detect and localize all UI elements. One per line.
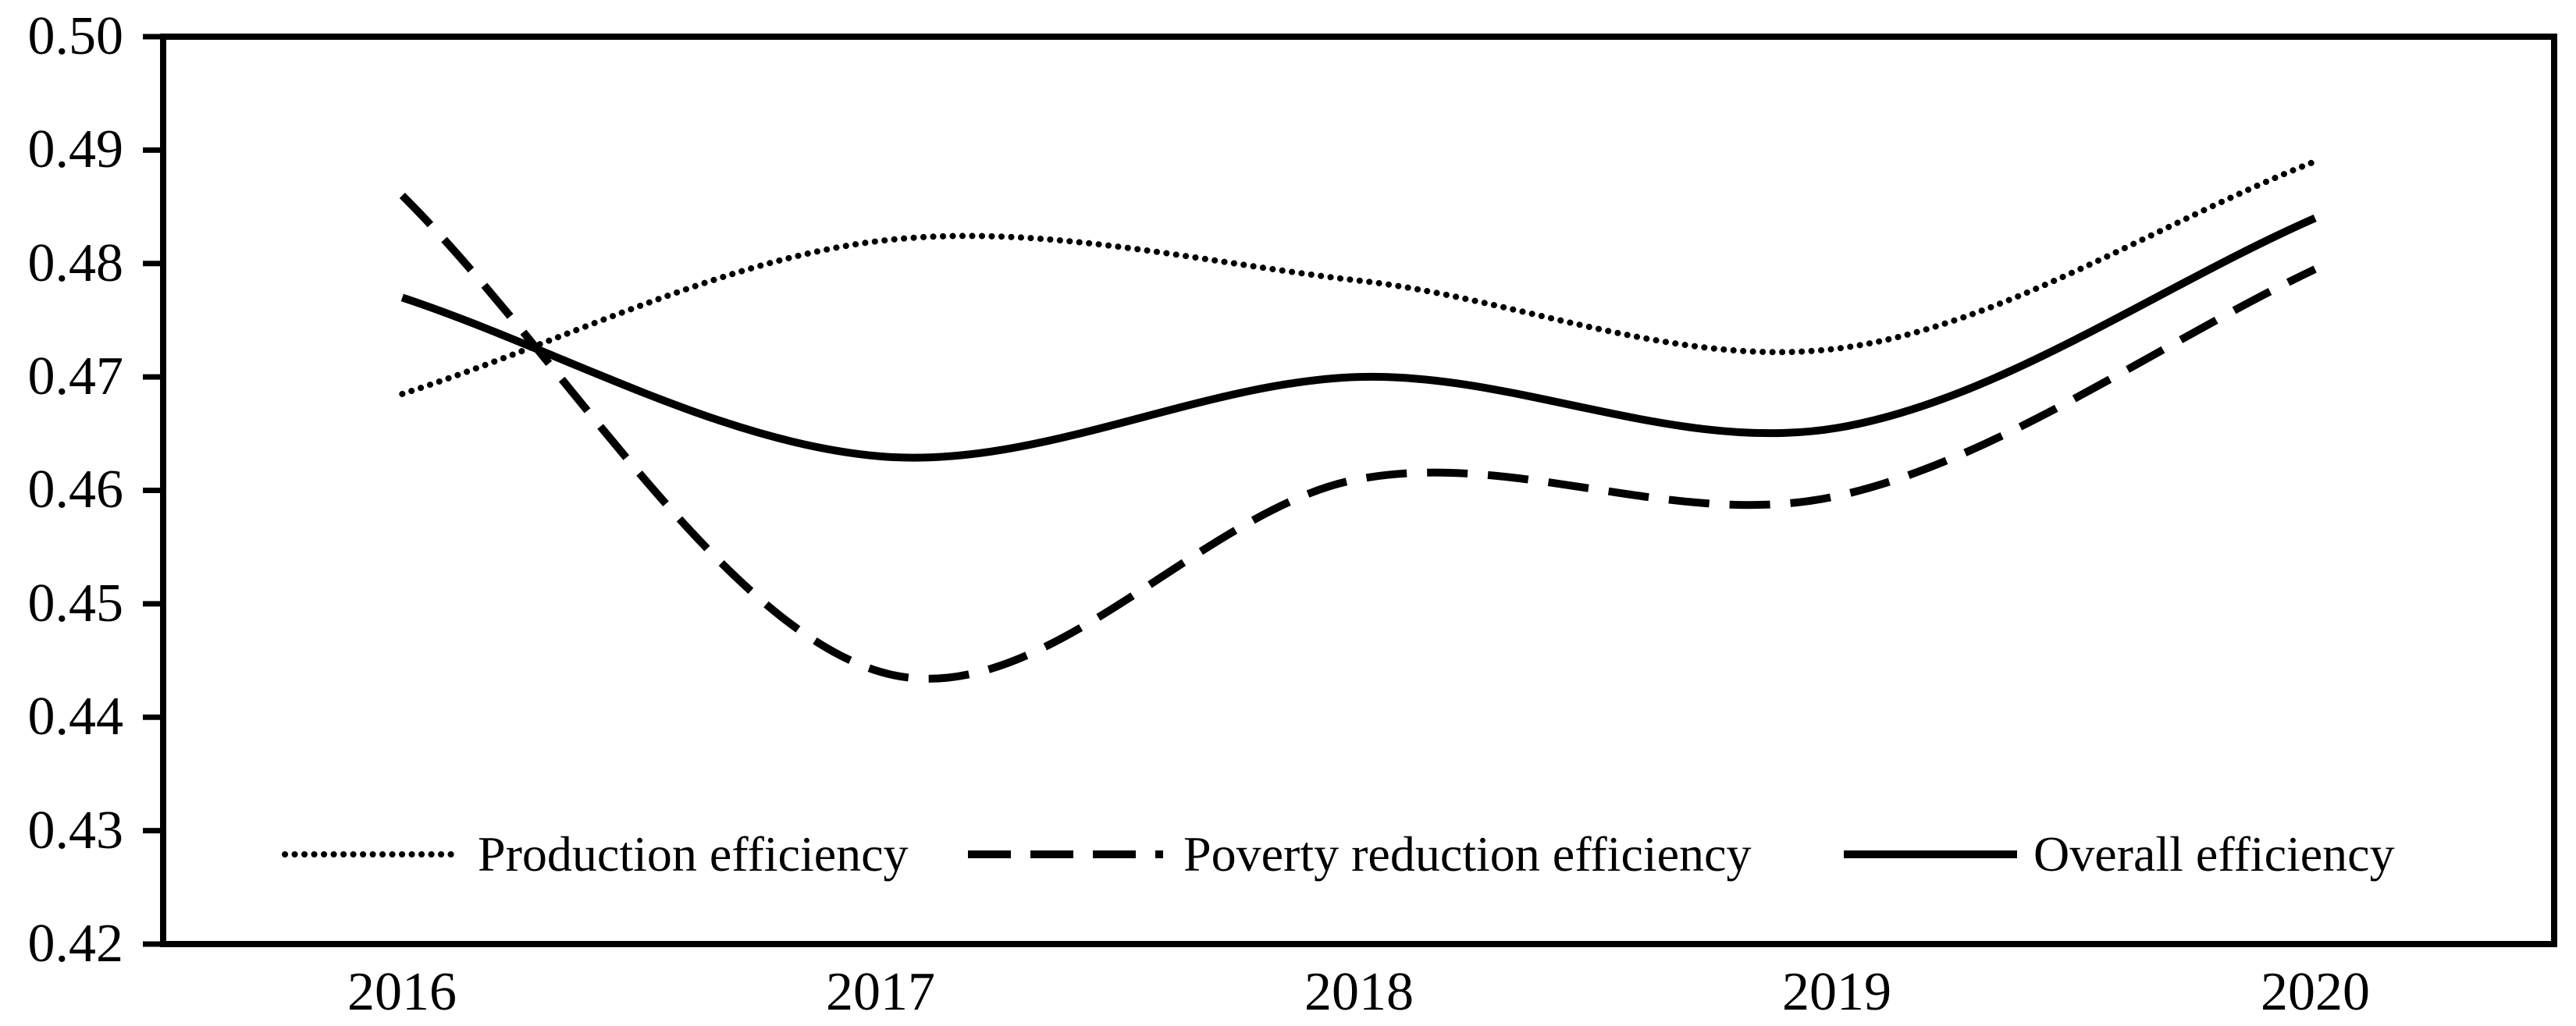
x-axis-label: 2019 — [1782, 962, 1891, 1022]
x-axis-label: 2020 — [2261, 962, 2370, 1022]
plot-border — [160, 34, 2557, 947]
series-line-production-efficiency — [399, 158, 2318, 397]
y-axis-label: 0.48 — [27, 233, 124, 293]
legend-label-poverty-reduction-efficiency: Poverty reduction efficiency — [1183, 826, 1752, 882]
series-line-overall-efficiency — [400, 215, 2317, 462]
y-axis-label: 0.45 — [27, 573, 124, 634]
y-axis-label: 0.44 — [27, 687, 124, 747]
y-axis-label: 0.46 — [27, 460, 124, 520]
series-line-poverty-reduction-efficiency — [399, 192, 2317, 683]
y-axis-label: 0.47 — [27, 346, 124, 406]
legend-label-overall-efficiency: Overall efficiency — [2033, 826, 2395, 882]
y-axis-label: 0.50 — [27, 6, 124, 66]
x-axis-label: 2018 — [1304, 962, 1414, 1022]
y-axis-label: 0.42 — [27, 914, 124, 974]
x-axis-label: 2017 — [826, 962, 935, 1022]
y-axis-label: 0.49 — [27, 119, 124, 179]
legend-label-production-efficiency: Production efficiency — [478, 826, 909, 882]
x-axis-label: 2016 — [347, 962, 457, 1022]
y-axis-label: 0.43 — [27, 801, 124, 861]
